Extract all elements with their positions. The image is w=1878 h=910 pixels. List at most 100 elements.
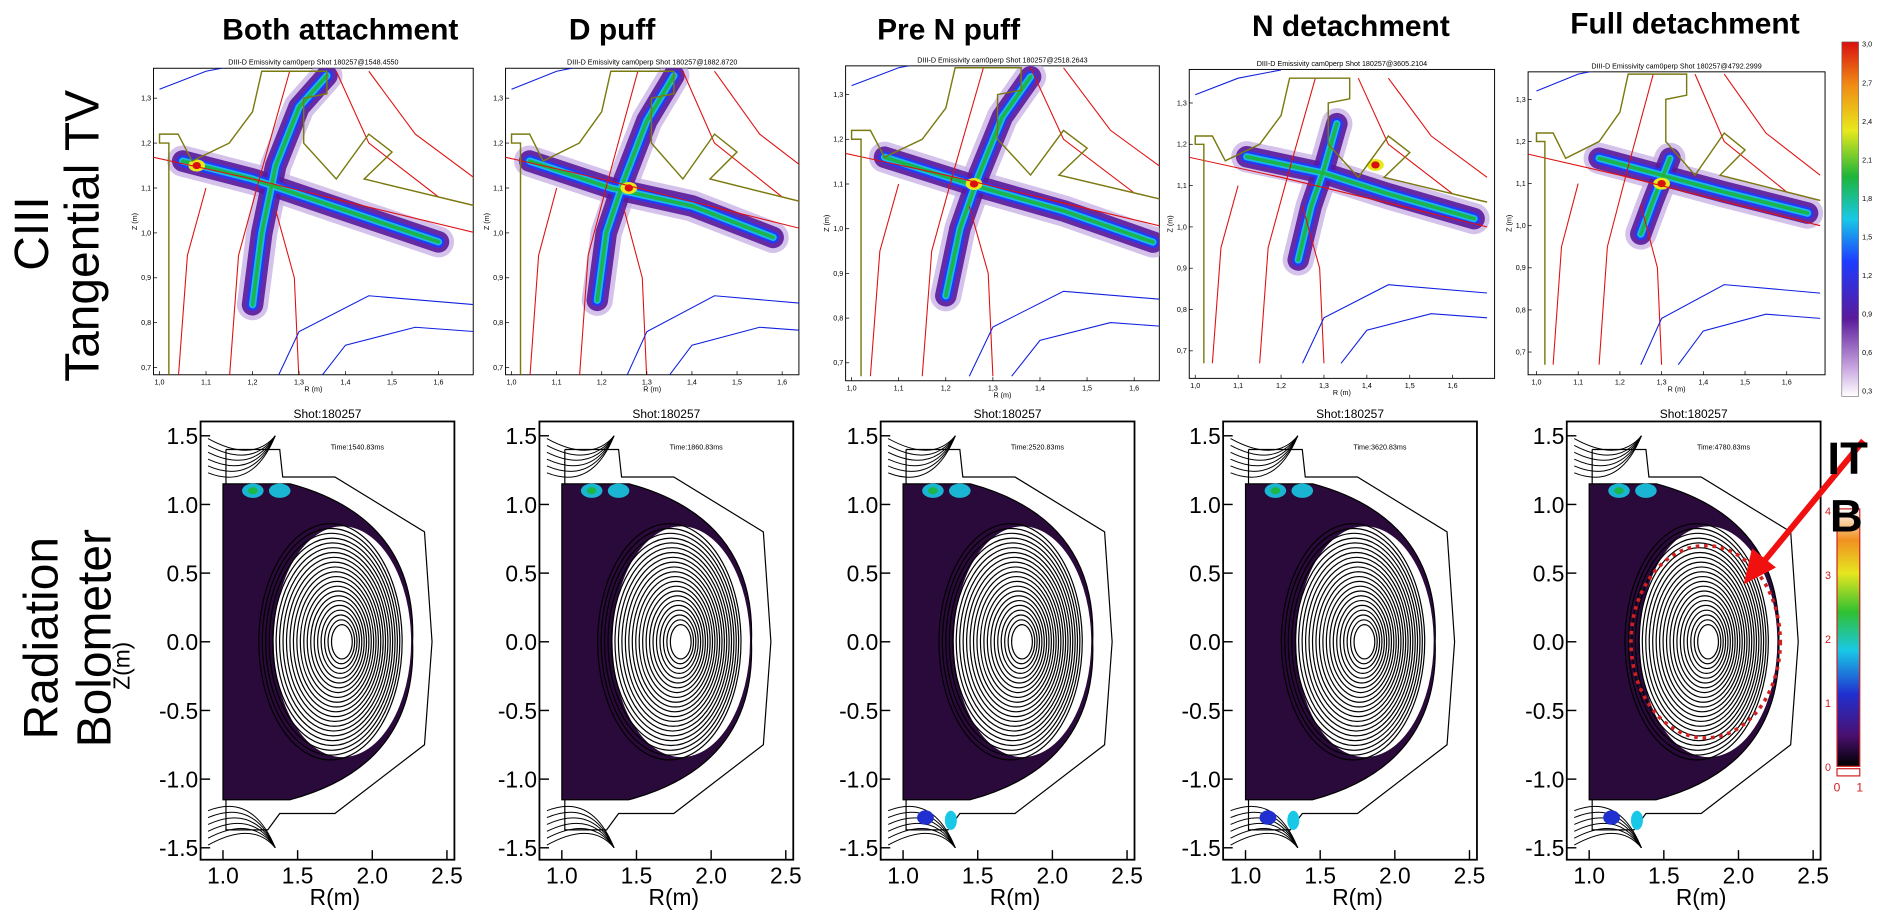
x-tick-label: 1,4	[1698, 378, 1708, 386]
flux-contour	[275, 547, 391, 737]
y-tick-label: 1,2	[141, 139, 151, 147]
flux-contour	[313, 599, 365, 684]
separatrix	[229, 71, 291, 375]
x-tick-label: 1.5	[282, 863, 314, 889]
x-tick-label: 1,3	[1657, 378, 1667, 386]
flux-contour	[1662, 575, 1743, 708]
flux-contour	[1280, 523, 1426, 761]
radiation-spot	[949, 483, 971, 498]
x-tick-label: 1,2	[941, 384, 951, 392]
x-tick-label: 2.5	[1797, 863, 1829, 889]
x-tick-label: 2.0	[1037, 863, 1069, 889]
coil-contour	[546, 822, 615, 849]
wall	[1535, 73, 1821, 365]
flux-surface	[1340, 313, 1488, 364]
itb-outline	[1629, 543, 1783, 740]
flux-surface	[669, 326, 799, 375]
y-axis-label: Z (m)	[483, 213, 491, 230]
flux-contour	[662, 614, 697, 670]
colorbar-range-label: 1	[1856, 780, 1863, 794]
x-tick-label: 1,5	[1082, 384, 1092, 392]
top-panel: DIII-D Emissivity cam0perp Shot 180257@1…	[483, 59, 800, 394]
y-tick-label: 0,7	[141, 364, 151, 372]
y-tick-label: 0.0	[847, 629, 879, 655]
y-tick-label: 1,0	[141, 229, 151, 237]
flux-contour	[1638, 542, 1760, 742]
row-label: Bolometer	[68, 529, 121, 747]
separatrix	[1189, 156, 1488, 228]
y-tick-label: 0,9	[833, 270, 843, 278]
top-panel: DIII-D Emissivity cam0perp Shot 180257@2…	[823, 56, 1160, 400]
y-tick-label: -1.5	[1182, 835, 1221, 861]
colorbar	[1836, 508, 1861, 767]
y-tick-label: 0,9	[141, 274, 151, 282]
coil-contour	[207, 435, 276, 461]
panel-title: DIII-D Emissivity cam0perp Shot 180257@3…	[1257, 60, 1427, 68]
plot-area	[1189, 69, 1490, 364]
coil-contour	[887, 832, 956, 849]
y-tick-label: 0.5	[1189, 561, 1221, 587]
panel-title: Shot:180257	[632, 407, 700, 421]
flux-contour	[1634, 537, 1762, 747]
x-tick-label: 1,4	[341, 378, 351, 386]
flux-contour	[1676, 595, 1734, 689]
flux-contour	[645, 590, 709, 694]
x-tick-label: 2.0	[1379, 863, 1411, 889]
radiation-spot	[1259, 810, 1277, 825]
colorbar-tick-label: 2	[1825, 634, 1831, 646]
x-tick-label: 1.5	[962, 863, 994, 889]
radiation-spot	[1635, 483, 1657, 498]
coil-contour	[546, 435, 615, 478]
flux-surface	[1677, 313, 1821, 366]
y-tick-label: 1.5	[1189, 423, 1221, 449]
x-tick-label: 1,5	[1405, 382, 1415, 390]
plot-area	[153, 68, 474, 375]
x-tick-label: 1,3	[642, 378, 652, 386]
y-tick-label: 1.0	[167, 492, 199, 518]
x-tick-label: 1.0	[546, 863, 578, 889]
flux-contour	[1343, 609, 1383, 674]
bottom-panel: Shot:180257 Time:2520.83ms 1.0 1.5 2.0 2.5 1.5…	[839, 407, 1143, 910]
flux-surface	[1536, 71, 1593, 92]
flux-contour	[959, 551, 1069, 732]
flux-contour	[323, 614, 358, 670]
plot-frame	[1527, 71, 1826, 376]
flux-contour	[638, 580, 714, 703]
flux-contour	[289, 566, 382, 718]
flux-contour	[955, 547, 1071, 737]
flux-contour	[278, 551, 389, 732]
y-tick-label: 1,1	[1516, 180, 1526, 188]
panel-title: DIII-D Emissivity cam0perp Shot 180257@1…	[228, 59, 398, 67]
x-tick-label: 1,1	[201, 378, 211, 386]
flux-contour	[1683, 604, 1729, 679]
flux-contour	[268, 537, 396, 747]
x-axis-label: R(m)	[1676, 884, 1727, 910]
y-tick-label: 1,1	[833, 180, 843, 188]
flux-contour	[945, 532, 1079, 751]
radiation-spot	[1630, 810, 1643, 830]
separatrix	[178, 187, 207, 375]
time-label: Time:2520.83ms	[1011, 444, 1065, 452]
coil-contour	[1574, 435, 1642, 478]
flux-contour	[1318, 575, 1400, 708]
bottom-panel: Shot:180257 Time:1540.83ms 1.0 1.5 2.0 2.5 1.5…	[109, 407, 463, 910]
wall	[158, 70, 474, 375]
wall	[850, 67, 1160, 377]
separatrix	[714, 70, 799, 165]
y-tick-label: 0.5	[847, 561, 879, 587]
x-tick-label: 1,5	[387, 378, 397, 386]
separatrix	[968, 206, 994, 377]
flux-contour	[617, 551, 728, 732]
flux-contour	[330, 624, 353, 660]
wall	[564, 448, 772, 831]
radiation-spot	[917, 810, 934, 825]
coil-contour	[207, 811, 276, 848]
flux-contour	[1669, 585, 1739, 699]
y-tick-label: -1.5	[159, 835, 198, 861]
colorbar-tick-label: 2,1	[1862, 156, 1872, 164]
y-tick-label: 0.5	[1533, 561, 1565, 587]
flux-contour	[1004, 614, 1038, 670]
coil-contour	[1230, 435, 1299, 478]
flux-contour	[624, 561, 723, 723]
x-tick-label: 1.5	[621, 863, 653, 889]
